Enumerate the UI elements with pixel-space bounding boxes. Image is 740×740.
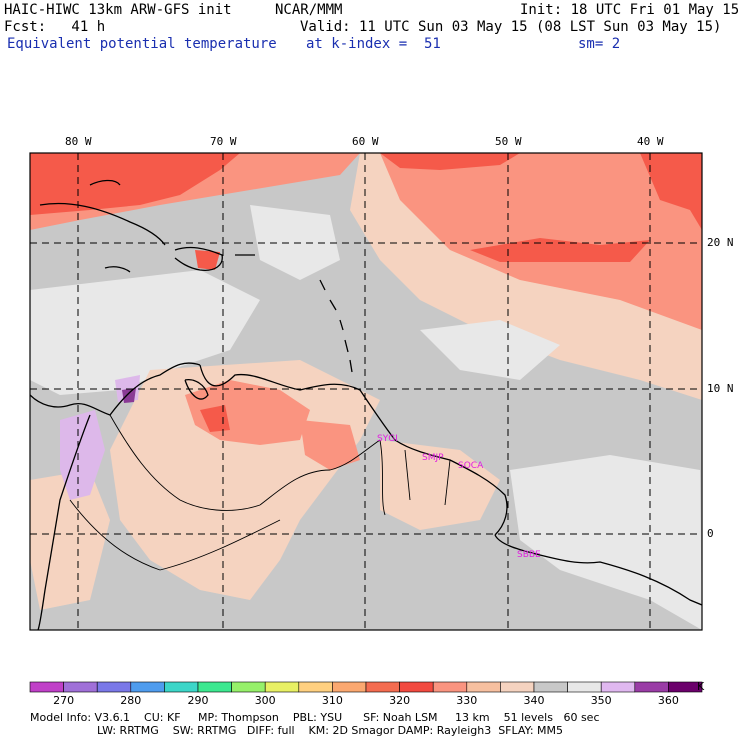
colorbar-label: 310 — [322, 694, 343, 707]
colorbar-label: 270 — [53, 694, 74, 707]
colorbar-cell — [533, 681, 568, 693]
colorbar-label: 300 — [255, 694, 276, 707]
field-red-ne — [470, 238, 650, 262]
station-sygi: SYGI — [377, 434, 398, 444]
field-salmon-hisp — [195, 250, 220, 270]
colorbar-cell — [668, 681, 703, 693]
colorbar-cell — [500, 681, 535, 693]
colorbar-label: 330 — [456, 694, 477, 707]
map-frame — [29, 152, 703, 631]
lon-label-80w: 80 W — [65, 135, 92, 148]
field-red-nw — [30, 153, 240, 215]
colorbar-label: 290 — [188, 694, 209, 707]
station-soca: SOCA — [458, 461, 484, 471]
colorbar-cell — [399, 681, 434, 693]
colorbar-cell — [332, 681, 367, 693]
sa-west-coast — [37, 414, 91, 630]
colorbar-cell — [130, 681, 165, 693]
lat-label-10n: 10 N — [707, 382, 734, 395]
lake-maracaibo — [184, 379, 209, 400]
field-light-grey-4 — [420, 320, 560, 380]
model-info-line2: LW: RRTMG SW: RRTMG DIFF: full KM: 2D Sm… — [97, 724, 563, 737]
lon-label-70w: 70 W — [210, 135, 237, 148]
colorbar-label: 280 — [120, 694, 141, 707]
colorbar-cell — [365, 681, 400, 693]
lat-label-0: 0 — [707, 527, 714, 540]
colorbar-cell — [634, 681, 669, 693]
field-salmon-ven2 — [300, 420, 360, 470]
sa-north-coast — [199, 364, 508, 536]
field-red-stripe — [380, 153, 520, 170]
field-purple — [122, 388, 136, 403]
colorbar-unit: K — [697, 680, 705, 693]
colorbar-cell — [600, 681, 636, 693]
colorbar-cell — [567, 681, 602, 693]
field-light-grey-2 — [510, 455, 702, 630]
borders — [69, 414, 451, 571]
colorbar-cell — [264, 681, 300, 693]
coastlines — [30, 179, 702, 630]
model-title: HAIC-HIWC 13km ARW-GFS init — [4, 2, 232, 18]
colorbar-label: 340 — [524, 694, 545, 707]
colorbar-cell — [432, 681, 468, 693]
lat-label-20n: 20 N — [707, 236, 734, 249]
colorbar-cell — [466, 681, 501, 693]
colorbar-cell — [29, 681, 64, 693]
colorbar-cell — [298, 681, 333, 693]
field-tan-sa — [110, 360, 380, 600]
model-info-line1: Model Info: V3.6.1 CU: KF MP: Thompson P… — [30, 711, 600, 724]
colorbar-cell — [63, 681, 98, 693]
smoothing: sm= 2 — [578, 36, 621, 52]
station-sbbe: SBBE — [517, 550, 541, 560]
hispaniola-coast — [174, 246, 223, 271]
valid-time: Valid: 11 UTC Sun 03 May 15 (08 LST Sun … — [300, 19, 722, 35]
level-index: at k-index = 51 — [306, 36, 441, 52]
field-light-grey-1 — [30, 270, 260, 395]
lon-label-50w: 50 W — [495, 135, 522, 148]
lon-label-60w: 60 W — [352, 135, 379, 148]
field-tan-sa2 — [380, 440, 500, 530]
init-time: Init: 18 UTC Fri 01 May 15 — [520, 2, 740, 18]
field-tan-west — [30, 470, 110, 610]
sa-east-coast — [494, 534, 702, 606]
forecast-hour: Fcst: 41 h — [4, 19, 106, 35]
station-smjp: SMJP — [422, 453, 444, 463]
colorbar-label: 350 — [591, 694, 612, 707]
jamaica-coast — [104, 266, 131, 273]
lon-label-40w: 40 W — [637, 135, 664, 148]
colorbar-cell — [231, 681, 266, 693]
org-label: NCAR/MMM — [275, 2, 343, 18]
field-name: Equivalent potential temperature — [7, 36, 277, 52]
colorbar-cell — [164, 681, 199, 693]
field-lavender-1 — [60, 410, 105, 500]
central-america-coast — [30, 362, 201, 416]
colorbar-cell — [197, 681, 232, 693]
field-red-ne2 — [640, 153, 702, 230]
lesser-antilles — [319, 279, 353, 373]
cuba-coast — [39, 179, 166, 246]
colorbar-label: 360 — [658, 694, 679, 707]
graticule — [30, 153, 702, 630]
colorbar-label: 320 — [389, 694, 410, 707]
colorbar-cell — [96, 681, 132, 693]
